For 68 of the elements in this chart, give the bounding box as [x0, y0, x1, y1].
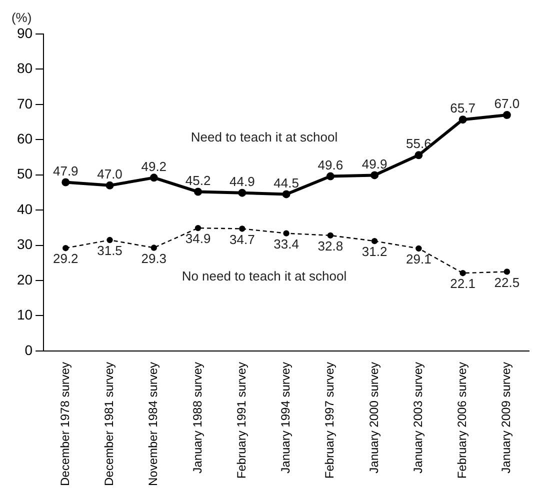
x-tick-label: February 2006 survey: [455, 362, 470, 479]
point: [282, 190, 290, 198]
data-label: 31.5: [97, 243, 122, 258]
data-label: 49.6: [318, 157, 344, 172]
y-tick-label: 30: [16, 236, 33, 252]
x-tick-label: January 1994 survey: [278, 362, 293, 474]
point: [106, 181, 114, 190]
data-label: 49.2: [141, 158, 167, 174]
data-label: 29.2: [52, 251, 78, 266]
point: [414, 151, 423, 160]
point: [371, 238, 378, 244]
data-label: 22.1: [450, 276, 476, 292]
point: [370, 171, 379, 180]
data-label: 49.9: [362, 156, 388, 172]
x-tick-label: December 1981 survey: [102, 362, 116, 486]
point: [238, 188, 246, 197]
point: [150, 174, 158, 182]
x-tick-label: January 1988 survey: [190, 362, 204, 474]
point: [460, 270, 466, 276]
point: [326, 172, 334, 180]
x-tick-label: February 1991 survey: [234, 362, 248, 479]
data-label: 22.5: [494, 274, 520, 290]
data-label: 45.2: [185, 172, 211, 188]
y-axis-title: (%): [11, 10, 32, 26]
data-label: 34.9: [185, 231, 211, 246]
point: [150, 244, 157, 251]
x-tick-label: December 1978 survey: [58, 362, 72, 486]
y-tick-label: 0: [24, 342, 33, 358]
point: [416, 245, 422, 252]
point: [327, 232, 334, 239]
point: [62, 178, 70, 186]
x-tick-label: November 1984 survey: [146, 362, 160, 486]
y-tick-label: 10: [16, 306, 33, 323]
data-label: 65.7: [450, 100, 476, 116]
point: [504, 268, 510, 275]
point: [239, 226, 246, 232]
data-label: 44.9: [230, 174, 255, 189]
data-label: 33.4: [274, 236, 299, 252]
x-tick-label: January 2000 survey: [366, 362, 381, 474]
point: [62, 245, 69, 252]
point: [283, 230, 290, 236]
text: Need to teach it at school: [190, 129, 338, 144]
data-label: 29.1: [406, 252, 432, 267]
data-label: 47.9: [52, 163, 78, 178]
data-label: 29.3: [141, 250, 167, 266]
y-tick-label: 60: [16, 130, 33, 147]
point: [194, 224, 202, 232]
point: [458, 116, 467, 124]
y-tick-label: 90: [16, 24, 33, 41]
x-tick-label: January 2009 survey: [499, 362, 514, 474]
data-label: 34.7: [230, 232, 255, 247]
y-tick-label: 20: [16, 271, 33, 288]
data-label: 44.5: [274, 175, 299, 190]
point: [106, 236, 113, 244]
x-tick-label: February 1997 survey: [322, 362, 337, 479]
data-label: 67.0: [494, 96, 520, 112]
y-tick-label: 70: [16, 95, 33, 112]
data-label: 55.6: [406, 136, 432, 152]
y-tick-label: 50: [16, 166, 33, 182]
text: No need to teach it at school: [182, 268, 347, 284]
x-tick-label: January 2003 survey: [410, 362, 425, 474]
point: [502, 110, 511, 119]
y-tick-label: 80: [16, 60, 33, 76]
point: [194, 188, 202, 196]
y-tick-label: 40: [16, 200, 33, 217]
data-label: 31.2: [362, 244, 388, 260]
data-label: 47.0: [97, 166, 122, 182]
data-label: 32.8: [318, 238, 344, 254]
